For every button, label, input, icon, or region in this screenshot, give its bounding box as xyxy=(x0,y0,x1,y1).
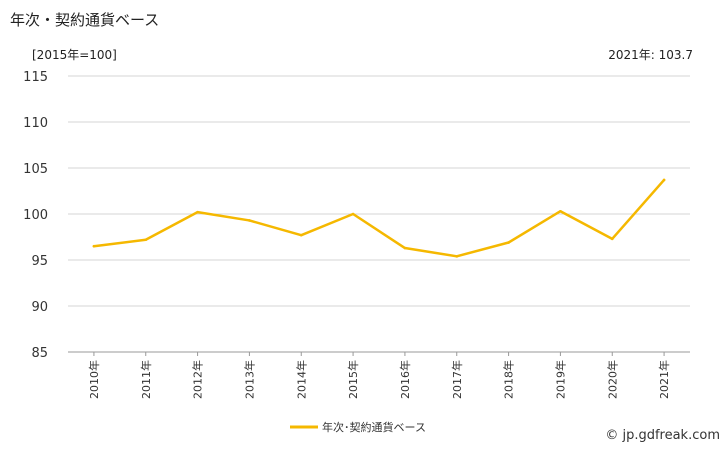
x-tick-label: 2018年 xyxy=(502,360,516,399)
data-point xyxy=(559,209,562,213)
data-point xyxy=(610,237,614,241)
chart-title: 年次・契約通貨ベース xyxy=(10,11,160,29)
data-point xyxy=(299,233,303,237)
x-tick-label: 2010年 xyxy=(87,360,101,399)
latest-value-label: 2021年: 103.7 xyxy=(608,48,693,62)
y-tick-label: 85 xyxy=(31,346,48,361)
legend-label: 年次･契約通貨ベース xyxy=(322,420,426,434)
y-tick-label: 105 xyxy=(23,162,48,177)
x-tick-label: 2013年 xyxy=(242,360,256,399)
data-point xyxy=(196,210,199,214)
y-tick-label: 115 xyxy=(23,70,48,85)
y-tick-label: 90 xyxy=(31,300,48,315)
x-tick-label: 2012年 xyxy=(191,360,205,399)
y-tick-label: 110 xyxy=(23,116,48,131)
x-tick-label: 2021年 xyxy=(657,360,671,399)
x-tick-label: 2016年 xyxy=(398,360,412,399)
data-point xyxy=(144,238,148,242)
x-tick-label: 2017年 xyxy=(450,360,464,399)
y-axis-ticks: 85 90 95 100 105 110 115 xyxy=(23,70,48,361)
x-tick-label: 2011年 xyxy=(139,360,153,399)
data-point xyxy=(455,255,459,258)
y-tick-label: 95 xyxy=(31,254,48,269)
x-tick-label: 2014年 xyxy=(294,360,308,399)
x-tick-label: 2019年 xyxy=(553,360,567,399)
source-credit: © jp.gdfreak.com xyxy=(605,428,720,443)
x-tick-label: 2020年 xyxy=(605,360,619,399)
data-point xyxy=(507,241,510,244)
grid-lines xyxy=(68,75,690,353)
data-point xyxy=(351,212,355,216)
series-layer xyxy=(92,178,666,258)
legend: 年次･契約通貨ベース xyxy=(290,420,426,434)
unit-label: [2015年=100] xyxy=(32,48,117,62)
data-point xyxy=(248,219,251,222)
data-point xyxy=(403,246,407,250)
x-tick-label: 2015年 xyxy=(346,360,360,399)
series-line-0 xyxy=(92,178,666,258)
x-axis-ticks: 2010年 2011年 2012年 2013年 2014年 2015年 2016年 2017年… xyxy=(87,352,671,399)
y-tick-label: 100 xyxy=(23,208,48,223)
data-point xyxy=(92,244,96,248)
data-point xyxy=(662,178,666,182)
